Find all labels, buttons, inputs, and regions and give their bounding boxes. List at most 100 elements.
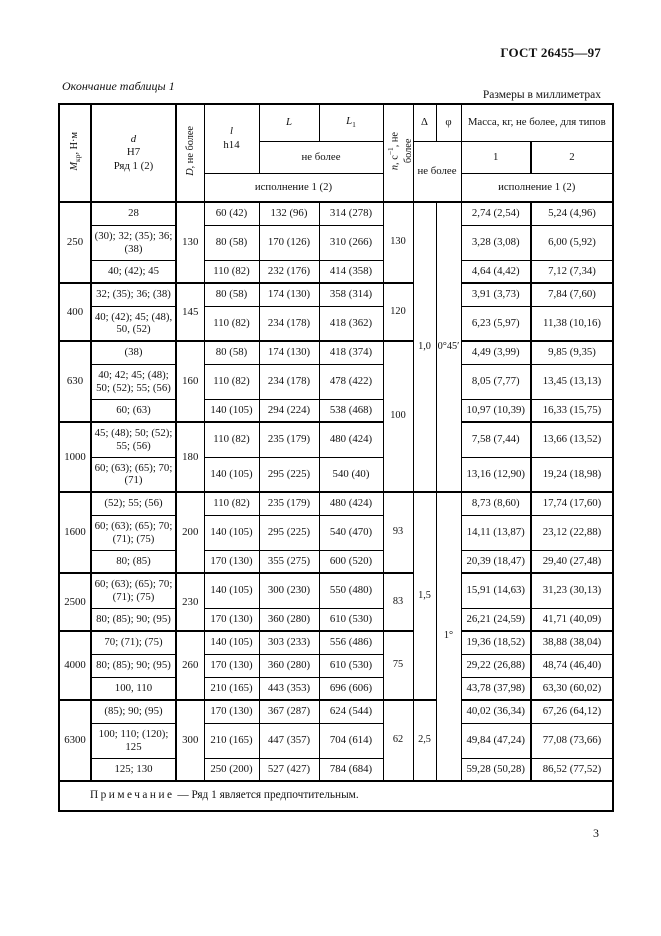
cell-L: 527 (427) [258, 757, 320, 782]
cell-mass-2: 38,88 (38,04) [530, 630, 614, 655]
cell-L1: 784 (684) [318, 757, 384, 782]
header-row: Мкр, Н·м d H7 Ряд 1 (2) D, не более l h1… [58, 103, 614, 203]
table-note: Примечание — Ряд 1 является предпочтител… [58, 780, 614, 812]
cell-l: 210 (165) [203, 676, 260, 701]
cell-mass-2: 41,71 (40,09) [530, 607, 614, 632]
table-row: 40; 42; 45; (48); 50; (52); 55; (56) 110… [59, 363, 614, 400]
cell-mass-2: 63,30 (60,02) [530, 676, 614, 701]
cell-mass-2: 11,38 (10,16) [530, 305, 614, 342]
cell-d: 40; (42); 45; (48), 50, (52) [90, 305, 177, 342]
cell-L1: 540 (470) [318, 514, 384, 551]
table-row: 60; (63); (65); 70; (71) 140 (105) 295 (… [59, 456, 614, 493]
table-row: 125; 130 250 (200) 527 (427) 784 (684) 5… [59, 757, 614, 782]
cell-l: 170 (130) [203, 653, 260, 678]
cell-diameter: 260 [175, 630, 205, 701]
cell-phi: 0°45′ [435, 201, 462, 493]
cell-mass-2: 7,12 (7,34) [530, 259, 614, 284]
cell-mass-1: 4,64 (4,42) [460, 259, 532, 284]
cell-d: 28 [90, 201, 177, 226]
cell-L: 360 (280) [258, 653, 320, 678]
header-ispolnenie-right: исполнение 1 (2) [460, 172, 614, 203]
table-row: 1600 (52); 55; (56) 200 110 (82) 235 (17… [58, 491, 614, 782]
cell-L: 295 (225) [258, 514, 320, 551]
torque-label: Мкр, Н·м [68, 131, 82, 171]
table-row: 80; (85) 170 (130) 355 (275) 600 (520) 2… [59, 549, 614, 574]
cell-d: 40; (42); 45 [90, 259, 177, 284]
header-row: исполнение 1 (2) исполнение 1 (2) [59, 172, 614, 203]
table-row: 40; (42); 45; (48), 50, (52) 110 (82) 23… [59, 305, 614, 342]
cell-d: 100; 110; (120); 125 [90, 722, 177, 759]
cell-mass-1: 20,39 (18,47) [460, 549, 532, 574]
header-ne-bolee-L: не более [258, 140, 384, 174]
cell-diameter: 145 [175, 282, 205, 342]
cell-l: 170 (130) [203, 699, 260, 724]
cell-mass-1: 26,21 (24,59) [460, 607, 532, 632]
cell-L: 234 (178) [258, 363, 320, 400]
cell-d: 125; 130 [90, 757, 177, 782]
cell-L1: 550 (480) [318, 572, 384, 609]
page-number: 3 [593, 826, 599, 840]
cell-l: 110 (82) [203, 421, 260, 458]
cell-mass-1: 59,28 (50,28) [460, 757, 532, 782]
header-mass-type-1: 1 [460, 140, 532, 174]
table-row: 2500 60; (63); (65); 70; (71); (75) 230 … [58, 572, 614, 632]
cell-L: 174 (130) [258, 282, 320, 307]
table-row: 1000 45; (48); 50; (52); 55; (56) 180 11… [58, 421, 614, 493]
table-row: 250 28 130 60 (42) 132 (96) 314 (278) 13… [58, 201, 614, 493]
cell-speed: 83 [382, 572, 414, 632]
table-row: 400 32; (35); 36; (38) 145 80 (58) 174 (… [58, 282, 614, 342]
cell-mass-1: 8,05 (7,77) [460, 363, 532, 400]
cell-L1: 624 (544) [318, 699, 384, 724]
cell-L1: 696 (606) [318, 676, 384, 701]
cell-delta: 1,0 [412, 201, 437, 493]
cell-mass-1: 3,91 (3,73) [460, 282, 532, 307]
cell-d: 100, 110 [90, 676, 177, 701]
cell-L1: 418 (362) [318, 305, 384, 342]
cell-mass-2: 23,12 (22,88) [530, 514, 614, 551]
cell-l: 80 (58) [203, 224, 260, 261]
cell-d: 40; 42; 45; (48); 50; (52); 55; (56) [90, 363, 177, 400]
cell-l: 80 (58) [203, 340, 260, 365]
cell-d: (52); 55; (56) [90, 491, 177, 516]
cell-speed: 100 [382, 340, 414, 493]
cell-L: 294 (224) [258, 398, 320, 423]
table-note-row: Примечание — Ряд 1 является предпочтител… [58, 780, 614, 812]
note-label: Примечание [90, 789, 175, 802]
cell-L1: 414 (358) [318, 259, 384, 284]
cell-phi: 1° [435, 491, 462, 782]
cell-mass-1: 43,78 (37,98) [460, 676, 532, 701]
cell-d: 80; (85); 90; (95) [90, 607, 177, 632]
cell-torque: 2500 [58, 572, 92, 632]
cell-torque: 1600 [58, 491, 92, 574]
cell-d: 60; (63); (65); 70; (71); (75) [90, 572, 177, 609]
col-header-l: l h14 [203, 103, 260, 174]
cell-l: 170 (130) [203, 607, 260, 632]
cell-mass-1: 3,28 (3,08) [460, 224, 532, 261]
cell-mass-1: 8,73 (8,60) [460, 491, 532, 516]
cell-mass-2: 77,08 (73,66) [530, 722, 614, 759]
cell-d: 32; (35); 36; (38) [90, 282, 177, 307]
cell-L: 447 (357) [258, 722, 320, 759]
cell-l: 140 (105) [203, 630, 260, 655]
cell-L: 360 (280) [258, 607, 320, 632]
cell-L: 367 (287) [258, 699, 320, 724]
cell-mass-2: 29,40 (27,48) [530, 549, 614, 574]
cell-l: 140 (105) [203, 398, 260, 423]
cell-diameter: 130 [175, 201, 205, 284]
header-ne-bolee-delta-phi: не более [412, 140, 462, 203]
col-header-L: L [258, 103, 320, 142]
cell-d: (30); 32; (35); 36; (38) [90, 224, 177, 261]
cell-torque: 400 [58, 282, 92, 342]
cell-d: 60; (63) [90, 398, 177, 423]
table-header: Мкр, Н·м d H7 Ряд 1 (2) D, не более l h1… [58, 103, 614, 203]
cell-d: (38) [90, 340, 177, 365]
col-header-delta: Δ [412, 103, 437, 142]
cell-d: 70; (71); (75) [90, 630, 177, 655]
cell-L: 170 (126) [258, 224, 320, 261]
table-row: 4000 70; (71); (75) 260 140 (105) 303 (2… [58, 630, 614, 701]
cell-mass-2: 31,23 (30,13) [530, 572, 614, 609]
cell-mass-1: 7,58 (7,44) [460, 421, 532, 458]
col-header-L1: L1 [318, 103, 384, 142]
table-row: 60; (63); (65); 70; (71); (75) 140 (105)… [59, 514, 614, 551]
cell-L: 235 (179) [258, 421, 320, 458]
